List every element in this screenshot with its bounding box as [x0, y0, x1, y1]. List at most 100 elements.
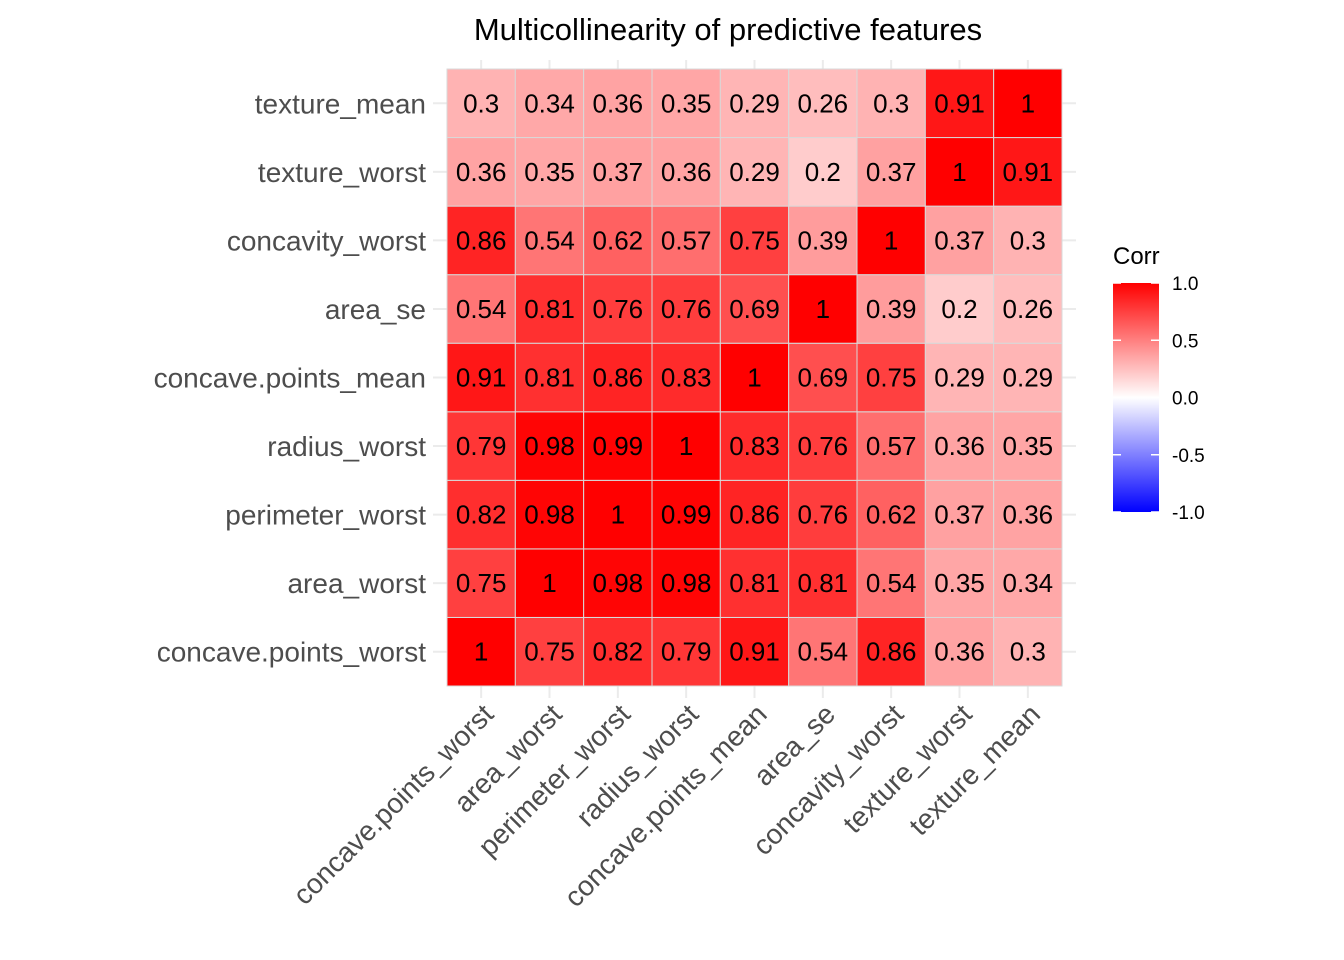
cell-value-label: 0.57: [661, 225, 712, 255]
cell-value-label: 0.36: [1003, 500, 1054, 530]
cell-value-label: 0.98: [524, 500, 575, 530]
cell-value-label: 0.86: [729, 500, 780, 530]
y-tick-label: concavity_worst: [227, 225, 426, 256]
heatmap-cell: [993, 548, 1063, 618]
cell-value-label: 1: [474, 637, 488, 667]
heatmap-cell: [514, 274, 585, 344]
heatmap-cell: [788, 479, 858, 550]
cell-value-label: 0.62: [593, 225, 644, 255]
cell-value-label: 0.79: [661, 637, 712, 667]
heatmap-cell: [788, 137, 858, 207]
cell-value-label: 0.91: [729, 637, 780, 667]
cell-value-label: 0.26: [1003, 294, 1054, 324]
heatmap-cell: [651, 68, 721, 139]
heatmap-cell: [514, 411, 585, 481]
cell-value-label: 0.81: [524, 363, 575, 393]
cell-value-label: 0.35: [934, 568, 985, 598]
cell-value-label: 0.2: [941, 294, 977, 324]
cell-value-label: 0.2: [805, 157, 841, 187]
heatmap-cell: [993, 479, 1063, 550]
heatmap-cell: [856, 68, 926, 139]
cell-value-label: 0.36: [934, 431, 985, 461]
heatmap-cell: [446, 205, 516, 276]
x-axis-tick-labels: concave.points_worstarea_worstperimeter_…: [287, 698, 1046, 913]
heatmap-cell: [446, 137, 516, 207]
cell-value-label: 0.76: [798, 500, 849, 530]
heatmap-cell: [924, 137, 995, 207]
cell-value-label: 1: [747, 363, 761, 393]
cell-value-label: 1: [884, 225, 898, 255]
cell-value-label: 0.83: [661, 363, 712, 393]
cell-value-label: 0.29: [729, 88, 780, 118]
heatmap-cell: [924, 205, 995, 276]
heatmap-cell: [446, 479, 516, 550]
cell-value-label: 1: [1021, 88, 1035, 118]
heatmap-cell: [788, 274, 858, 344]
legend-title: Corr: [1113, 243, 1160, 270]
cell-value-label: 0.91: [456, 363, 507, 393]
cell-value-label: 0.91: [934, 88, 985, 118]
cell-value-label: 0.57: [866, 431, 917, 461]
cell-value-label: 0.98: [524, 431, 575, 461]
heatmap-cell: [993, 137, 1063, 207]
cell-value-label: 0.79: [456, 431, 507, 461]
heatmap-cell: [788, 411, 858, 481]
cell-value-label: 0.99: [661, 500, 712, 530]
heatmap-cell: [788, 616, 858, 687]
heatmap-cell: [583, 205, 653, 276]
cell-value-label: 0.81: [729, 568, 780, 598]
heatmap-cell: [651, 616, 721, 687]
heatmap-cell: [993, 205, 1063, 276]
cell-value-label: 0.39: [866, 294, 917, 324]
cell-value-label: 0.26: [798, 88, 849, 118]
cell-value-label: 0.54: [866, 568, 917, 598]
chart-title: Multicollinearity of predictive features: [474, 12, 982, 47]
heatmap-cell: [924, 342, 995, 413]
cell-value-label: 0.62: [866, 500, 917, 530]
cell-value-label: 0.86: [866, 637, 917, 667]
heatmap-cell: [719, 411, 790, 481]
cell-value-label: 0.34: [524, 88, 575, 118]
heatmap-cell: [856, 548, 926, 618]
cell-value-label: 0.35: [1003, 431, 1054, 461]
cell-value-label: 1: [542, 568, 556, 598]
heatmap-cell: [788, 548, 858, 618]
cell-value-label: 0.82: [456, 500, 507, 530]
cell-value-label: 0.37: [593, 157, 644, 187]
heatmap-cell: [993, 274, 1063, 344]
cell-value-label: 0.54: [798, 637, 849, 667]
heatmap-cell: [651, 479, 721, 550]
legend-tick-label: 0.5: [1172, 331, 1198, 352]
cell-value-label: 0.75: [729, 225, 780, 255]
heatmap-cell: [446, 68, 516, 139]
cell-value-label: 0.76: [593, 294, 644, 324]
cell-value-label: 0.75: [456, 568, 507, 598]
cell-value-label: 0.91: [1003, 157, 1054, 187]
cell-value-label: 1: [952, 157, 966, 187]
legend-tick-label: -1.0: [1172, 503, 1205, 524]
heatmap-cell: [514, 68, 585, 139]
cell-value-label: 0.36: [661, 157, 712, 187]
cell-value-label: 0.98: [661, 568, 712, 598]
heatmap-cell: [993, 616, 1063, 687]
heatmap-cell: [856, 274, 926, 344]
heatmap-cell: [924, 68, 995, 139]
heatmap-cell: [924, 548, 995, 618]
heatmap-cell: [446, 548, 516, 618]
heatmap-cell: [924, 616, 995, 687]
cell-value-label: 0.35: [524, 157, 575, 187]
cell-value-label: 0.86: [593, 363, 644, 393]
heatmap-cell: [993, 411, 1063, 481]
y-tick-label: area_se: [325, 294, 426, 325]
cell-value-label: 0.69: [729, 294, 780, 324]
cell-value-label: 0.29: [729, 157, 780, 187]
heatmap-cell: [583, 137, 653, 207]
y-tick-label: area_worst: [287, 568, 426, 599]
cell-value-label: 0.3: [1010, 637, 1046, 667]
heatmap-cell: [788, 68, 858, 139]
cell-value-label: 0.3: [873, 88, 909, 118]
heatmap-cell: [514, 479, 585, 550]
y-tick-label: concave.points_mean: [154, 363, 426, 394]
cell-value-label: 0.82: [593, 637, 644, 667]
